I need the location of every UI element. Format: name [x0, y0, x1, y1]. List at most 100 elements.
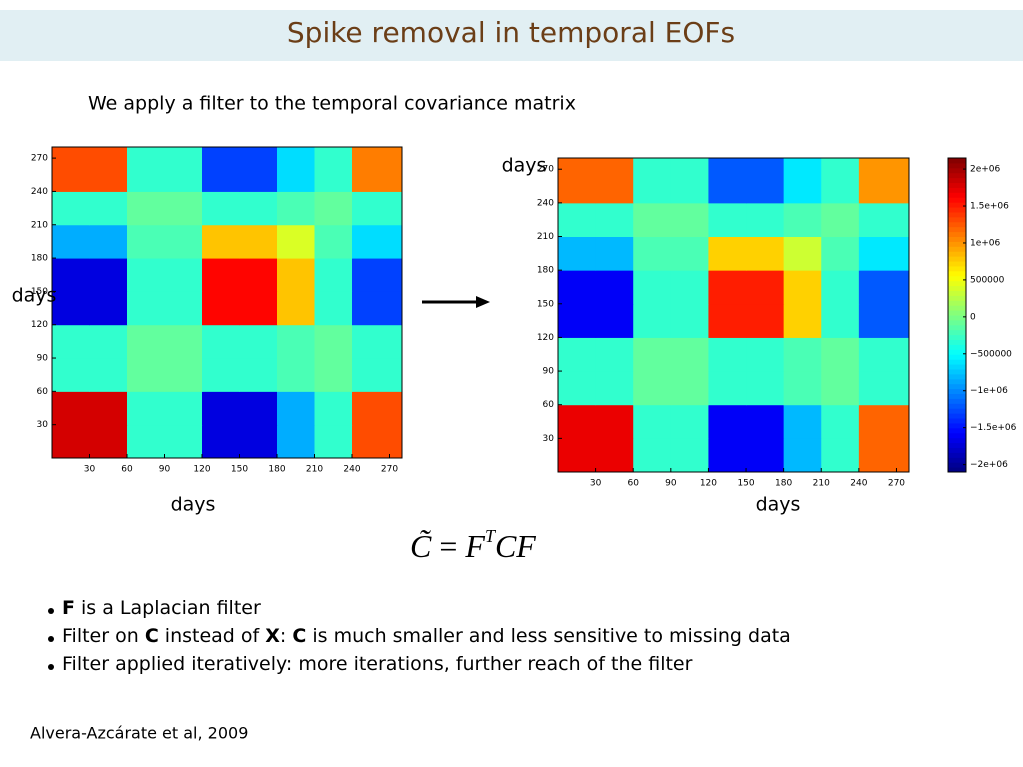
colorbar-step — [948, 418, 966, 424]
heatmap-cell — [633, 303, 672, 338]
heatmap-cell — [127, 258, 165, 292]
heatmap-cell — [202, 424, 240, 459]
colorbar-step — [948, 462, 966, 468]
heatmap-cell — [595, 158, 634, 204]
x-axis-label: days — [756, 494, 801, 516]
heatmap-cell — [127, 147, 165, 192]
slide-title: Spike removal in temporal EOFs — [287, 16, 735, 49]
colorbar-tick-label: −1e+06 — [970, 386, 1008, 396]
colorbar-step — [948, 216, 966, 223]
heatmap-cell — [558, 270, 597, 305]
heatmap-cell — [708, 404, 747, 439]
heatmap-cell — [314, 147, 353, 192]
heatmap-cell — [670, 337, 709, 372]
colorbar-step — [948, 467, 966, 473]
heatmap-cell — [277, 224, 315, 259]
colorbar-step — [948, 300, 966, 306]
title-bar — [0, 10, 1023, 61]
colorbar-step — [948, 319, 966, 326]
heatmap-cell — [89, 258, 128, 292]
heatmap-cell — [352, 391, 403, 426]
colorbar-step — [948, 349, 966, 355]
colorbar-step — [948, 167, 966, 174]
colorbar-step — [948, 354, 966, 360]
heatmap-cell — [164, 147, 203, 192]
bullet-dot — [48, 636, 54, 642]
heatmap-cell — [633, 202, 672, 237]
heatmap-cell — [595, 337, 634, 372]
y-tick-label: 150 — [537, 299, 554, 309]
colorbar-step — [948, 378, 966, 385]
heatmap-cell — [858, 202, 910, 237]
colorbar-step — [948, 310, 966, 316]
y-tick-label: 210 — [31, 220, 48, 230]
heatmap-cell — [558, 404, 597, 439]
heatmap-cell — [164, 424, 203, 459]
heatmap-cell — [783, 438, 822, 473]
plot-frame — [51, 146, 403, 459]
bullet-dot — [48, 664, 54, 670]
heatmap-cell — [595, 438, 634, 473]
colorbar-step — [948, 344, 966, 350]
colorbar-step — [948, 177, 966, 184]
colorbar-step — [948, 315, 966, 321]
colorbar-step — [948, 364, 966, 370]
text: Filter applied iteratively: more iterati… — [62, 653, 693, 675]
colorbar-tick-label: 1.5e+06 — [970, 202, 1009, 212]
heatmap-cell — [239, 224, 278, 259]
colorbar-tick-label: −2e+06 — [970, 460, 1008, 470]
heatmap-cell — [89, 424, 128, 459]
colorbar-step — [948, 265, 966, 272]
y-tick-label: 30 — [543, 434, 555, 444]
colorbar-step — [948, 290, 966, 296]
heatmap-cell — [52, 224, 90, 259]
colorbar-step — [948, 246, 966, 252]
heatmap-cell — [202, 291, 240, 326]
heatmap-cell — [352, 424, 403, 459]
colorbar-step — [948, 236, 966, 242]
heatmap-cell — [746, 236, 785, 271]
colorbar-step — [948, 442, 966, 448]
heatmap-cell — [633, 438, 672, 473]
colorbar-step — [948, 452, 966, 458]
heatmap-cell — [277, 291, 315, 326]
colorbar-step — [948, 339, 966, 345]
heatmap-cell — [821, 438, 860, 473]
x-tick-label: 60 — [121, 465, 133, 475]
heatmap-cell — [314, 324, 353, 359]
heatmap-cell — [670, 303, 709, 338]
heatmap-cell — [89, 391, 128, 426]
heatmap-cell — [52, 191, 90, 226]
colorbar-step — [948, 329, 966, 336]
heatmap-cell — [633, 158, 672, 204]
intro-text: We apply a filter to the temporal covari… — [88, 93, 576, 115]
heatmap-cell — [314, 391, 353, 426]
heatmap-cell — [164, 258, 203, 292]
colorbar-step — [948, 280, 966, 287]
heatmap-cell — [277, 258, 315, 292]
heatmap-cell — [595, 202, 634, 237]
heatmap-cell — [202, 258, 240, 292]
heatmap-cell — [127, 391, 165, 426]
heatmap-cell — [595, 270, 634, 305]
heatmap-cell — [202, 191, 240, 226]
heatmap-cell — [746, 158, 785, 204]
heatmap-cell — [164, 224, 203, 259]
colorbar-step — [948, 192, 966, 198]
heatmap-cell — [202, 147, 240, 192]
x-tick-label: 120 — [700, 479, 717, 489]
colorbar-step — [948, 207, 966, 213]
y-tick-label: 90 — [543, 367, 555, 377]
heatmap-cell — [633, 404, 672, 439]
heatmap-cell — [239, 291, 278, 326]
y-tick-label: 240 — [31, 187, 48, 197]
heatmap-cell — [52, 147, 90, 192]
colorbar-step — [948, 373, 966, 380]
heatmap-cell — [277, 324, 315, 359]
heatmap-cell — [164, 191, 203, 226]
colorbar-step — [948, 388, 966, 394]
x-tick-label: 90 — [159, 465, 171, 475]
heatmap-cell — [783, 236, 822, 271]
text: : — [280, 625, 292, 647]
